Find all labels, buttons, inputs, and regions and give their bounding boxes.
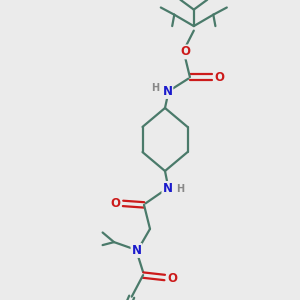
Text: N: N — [131, 244, 142, 257]
Text: N: N — [162, 182, 172, 195]
Text: O: O — [167, 272, 177, 286]
Text: O: O — [180, 45, 190, 58]
Text: O: O — [110, 197, 121, 210]
Text: O: O — [214, 70, 224, 84]
Text: N: N — [162, 85, 172, 98]
Text: H: H — [176, 184, 184, 194]
Text: H: H — [151, 83, 159, 93]
